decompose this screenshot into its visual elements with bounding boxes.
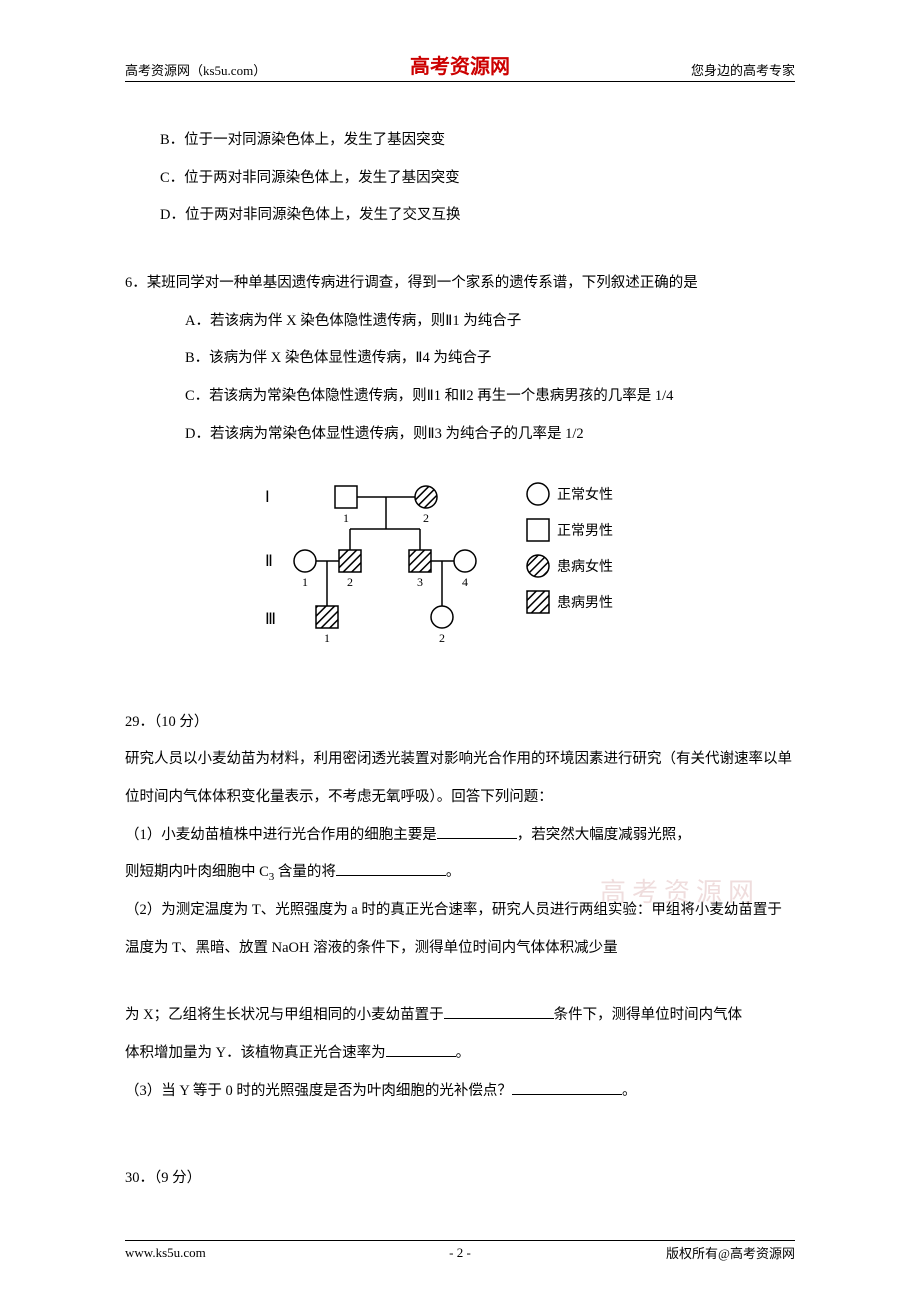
gen2-female-4: [454, 550, 476, 572]
q29-p4a: 为 X；乙组将生长状况与甲组相同的小麦幼苗置于: [125, 1007, 444, 1023]
header-left-text: 高考资源网（ks5u.com）: [125, 60, 266, 79]
q29-p5b: 。: [622, 1083, 637, 1099]
q6-option-b: B．该病为伴 X 染色体显性遗传病，Ⅱ4 为纯合子: [125, 340, 795, 378]
gen2-label-1: 1: [302, 575, 308, 589]
q29-blank-5: [512, 1080, 622, 1095]
q29-p4d: 。: [456, 1045, 471, 1061]
q29-p2-line1: （1）小麦幼苗植株中进行光合作用的细胞主要是 ，若突然大幅度减弱光照，: [125, 817, 795, 855]
q29-blank-3: [444, 1005, 554, 1020]
pedigree-diagram: Ⅰ Ⅱ Ⅲ 1 2 1 2: [125, 474, 795, 654]
gen2-male-2: [339, 550, 361, 572]
q6-option-a: A．若该病为伴 X 染色体隐性遗传病，则Ⅱ1 为纯合子: [125, 303, 795, 341]
q29-p2-line2: 则短期内叶肉细胞中 C3 含量的将。: [125, 854, 795, 892]
gen1-label-2: 2: [423, 511, 429, 525]
q29-p2c-suffix: 。: [446, 864, 461, 880]
pedigree-svg: Ⅰ Ⅱ Ⅲ 1 2 1 2: [245, 474, 675, 654]
legend-affected-female-text: 患病女性: [557, 558, 613, 575]
q29-p4-line1: 为 X；乙组将生长状况与甲组相同的小麦幼苗置于 条件下，测得单位时间内气体: [125, 997, 795, 1035]
q5-continued-options: B．位于一对同源染色体上，发生了基因突变 C．位于两对非同源染色体上，发生了基因…: [125, 122, 795, 235]
q29-p1: 研究人员以小麦幼苗为材料，利用密闭透光装置对影响光合作用的环境因素进行研究（有关…: [125, 741, 795, 816]
q29-p4c: 体积增加量为 Y．该植物真正光合速率为: [125, 1045, 386, 1061]
q29-heading: 29．（10 分）: [125, 704, 795, 742]
page-header: 高考资源网（ks5u.com） 高考资源网 您身边的高考专家: [125, 60, 795, 82]
q29: 29．（10 分） 研究人员以小麦幼苗为材料，利用密闭透光装置对影响光合作用的环…: [125, 704, 795, 1111]
q5-option-c: C．位于两对非同源染色体上，发生了基因突变: [125, 160, 795, 198]
document-body: B．位于一对同源染色体上，发生了基因突变 C．位于两对非同源染色体上，发生了基因…: [125, 122, 795, 1198]
q6-option-d: D．若该病为常染色体显性遗传病，则Ⅱ3 为纯合子的几率是 1/2: [125, 416, 795, 454]
q6: 6．某班同学对一种单基因遗传病进行调查，得到一个家系的遗传系谱，下列叙述正确的是…: [125, 265, 795, 453]
page-footer: www.ks5u.com - 2 - 版权所有@高考资源网: [125, 1240, 795, 1262]
q29-p3: （2）为测定温度为 T、光照强度为 a 时的真正光合速率，研究人员进行两组实验：…: [125, 892, 795, 967]
gen3-female-2: [431, 606, 453, 628]
page-container: 高考资源网（ks5u.com） 高考资源网 您身边的高考专家 B．位于一对同源染…: [0, 0, 920, 1198]
gen1-label: Ⅰ: [265, 489, 270, 506]
q29-p5: （3）当 Y 等于 0 时的光照强度是否为叶肉细胞的光补偿点？ 。: [125, 1073, 795, 1111]
legend-normal-male-text: 正常男性: [557, 523, 613, 539]
gen2-label-2: 2: [347, 575, 353, 589]
gen3-label: Ⅲ: [265, 611, 276, 628]
legend-normal-female-icon: [527, 483, 549, 505]
q30: 30．（9 分）: [125, 1160, 795, 1198]
q29-p2a: （1）小麦幼苗植株中进行光合作用的细胞主要是: [125, 827, 437, 843]
legend-affected-male-icon: [527, 591, 549, 613]
q29-blank-2: [336, 862, 446, 877]
q29-p5a: （3）当 Y 等于 0 时的光照强度是否为叶肉细胞的光补偿点？: [125, 1083, 512, 1099]
q29-p2c-mid: 含量的将: [274, 864, 336, 880]
q5-option-d: D．位于两对非同源染色体上，发生了交叉互换: [125, 197, 795, 235]
q6-options: A．若该病为伴 X 染色体隐性遗传病，则Ⅱ1 为纯合子 B．该病为伴 X 染色体…: [125, 303, 795, 454]
q30-heading: 30．（9 分）: [125, 1160, 795, 1198]
q29-p4-line2: 体积增加量为 Y．该植物真正光合速率为 。: [125, 1035, 795, 1073]
gen2-male-3: [409, 550, 431, 572]
gen2-label-4: 4: [462, 575, 468, 589]
gen3-label-2: 2: [439, 631, 445, 645]
q6-stem: 6．某班同学对一种单基因遗传病进行调查，得到一个家系的遗传系谱，下列叙述正确的是: [125, 265, 795, 303]
q29-gap: [125, 967, 795, 997]
gen1-female-2: [415, 486, 437, 508]
legend-normal-male-icon: [527, 519, 549, 541]
header-center-title: 高考资源网: [410, 50, 510, 79]
gen2-label: Ⅱ: [265, 553, 273, 570]
legend-affected-female-icon: [527, 555, 549, 577]
footer-page-number: - 2 -: [449, 1245, 471, 1261]
q6-option-c: C．若该病为常染色体隐性遗传病，则Ⅱ1 和Ⅱ2 再生一个患病男孩的几率是 1/4: [125, 378, 795, 416]
gen3-male-1: [316, 606, 338, 628]
footer-right: 版权所有@高考资源网: [666, 1243, 795, 1262]
q5-option-b: B．位于一对同源染色体上，发生了基因突变: [125, 122, 795, 160]
gen1-label-1: 1: [343, 511, 349, 525]
q29-p2c-prefix: 则短期内叶肉细胞中 C: [125, 864, 269, 880]
q29-blank-4: [386, 1043, 456, 1058]
q29-blank-1: [437, 824, 517, 839]
legend-affected-male-text: 患病男性: [557, 595, 613, 611]
gen1-male-1: [335, 486, 357, 508]
q29-p2b: ，若突然大幅度减弱光照，: [517, 827, 691, 843]
header-right-text: 您身边的高考专家: [691, 60, 795, 79]
q29-p4b: 条件下，测得单位时间内气体: [554, 1007, 743, 1023]
footer-left: www.ks5u.com: [125, 1245, 206, 1261]
gen2-female-1: [294, 550, 316, 572]
legend-normal-female-text: 正常女性: [557, 486, 613, 503]
gen2-label-3: 3: [417, 575, 423, 589]
gen3-label-1: 1: [324, 631, 330, 645]
